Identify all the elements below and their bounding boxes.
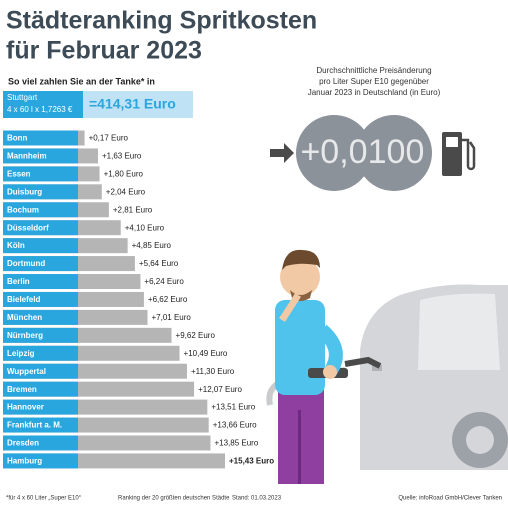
value-label: +11,30 Euro	[191, 367, 235, 376]
stuttgart-total-box	[83, 91, 193, 118]
value-label: +1,63 Euro	[102, 152, 142, 161]
city-label-box	[3, 256, 78, 272]
city-label-box	[3, 435, 78, 451]
city-label-box	[3, 148, 78, 164]
city-label: Köln	[7, 241, 25, 250]
city-label-box	[3, 130, 78, 146]
city-label: Hannover	[7, 403, 44, 412]
display-circle	[356, 115, 432, 191]
value-label: +5,64 Euro	[139, 259, 179, 268]
car-illustration	[360, 284, 508, 470]
value-label: +0,17 Euro	[89, 134, 129, 143]
value-label: +1,80 Euro	[104, 169, 144, 178]
display-digits: +0,0	[300, 133, 367, 171]
city-label: Essen	[7, 169, 31, 178]
value-label: +9,62 Euro	[176, 331, 216, 340]
city-label: Bielefeld	[7, 295, 40, 304]
city-label-box	[3, 184, 78, 200]
title: für Februar 2023	[6, 37, 202, 65]
city-label-box	[3, 166, 78, 182]
title: Städteranking Spritkosten	[6, 7, 317, 35]
value-label: +13,51 Euro	[211, 403, 255, 412]
value-label: +2,04 Euro	[106, 187, 146, 196]
city-label: Dortmund	[7, 259, 45, 268]
city-label-box	[3, 291, 78, 307]
city-label-box	[3, 363, 78, 379]
city-label: Nürnberg	[7, 331, 43, 340]
city-label: Dresden	[7, 439, 39, 448]
arrow	[270, 143, 294, 163]
footer-date: Stand: 01.03.2023	[232, 496, 282, 502]
value-label: +2,81 Euro	[113, 205, 153, 214]
city-label: Duisburg	[7, 187, 42, 196]
stuttgart-box	[3, 91, 83, 118]
city-label-box	[3, 399, 78, 415]
value-label: +6,24 Euro	[144, 277, 184, 286]
city-label: Bremen	[7, 385, 37, 394]
city-label: Bonn	[7, 134, 28, 143]
city-label: Bochum	[7, 205, 39, 214]
price-change-text: Durchschnittliche Preisänderung	[316, 66, 431, 75]
footer-ranking: Ranking der 20 größten deutschen Städte	[118, 496, 230, 502]
value-label: +6,62 Euro	[148, 295, 188, 304]
city-label: Düsseldorf	[7, 223, 49, 232]
display-circle	[296, 115, 372, 191]
fuel-pump-icon	[442, 132, 476, 176]
value-label: +15,43 Euro	[229, 457, 274, 466]
value-label: +10,49 Euro	[184, 349, 228, 358]
city-label: Frankfurt a. M.	[7, 421, 62, 430]
city-label-box	[3, 381, 78, 397]
value-label: +4,85 Euro	[132, 241, 172, 250]
city-label: München	[7, 313, 42, 322]
city-label-box	[3, 238, 78, 254]
price-change-text: Januar 2023 in Deutschland (in Euro)	[308, 88, 441, 97]
city-label: Berlin	[7, 277, 30, 286]
city-label: Hamburg	[7, 457, 42, 466]
city-label: Leipzig	[7, 349, 35, 358]
city-label-box	[3, 274, 78, 290]
footer-source: Quelle: infoRoad GmbH/Clever Tanken	[398, 496, 502, 502]
person-illustration	[266, 249, 382, 484]
value-label: +13,85 Euro	[214, 439, 258, 448]
display-digits: 100	[368, 133, 425, 171]
city-label-box	[3, 345, 78, 361]
city-label-box	[3, 417, 78, 433]
city-label-box	[3, 309, 78, 325]
value-label: +4,10 Euro	[125, 223, 165, 232]
city-label: Mannheim	[7, 152, 47, 161]
subtitle: So viel zahlen Sie an der Tanke* in	[8, 76, 155, 86]
city-label-box	[3, 327, 78, 343]
value-label: +7,01 Euro	[152, 313, 192, 322]
price-change-text: pro Liter Super E10 gegenüber	[319, 77, 429, 86]
city-label-box	[3, 202, 78, 218]
city-label: Wuppertal	[7, 367, 46, 376]
value-label: +12,07 Euro	[198, 385, 242, 394]
stuttgart-total: =414,31 Euro	[89, 96, 176, 112]
footer-note: *für 4 x 60 Liter „Super E10“	[6, 496, 81, 502]
stuttgart-formula: 4 x 60 l x 1,7263 €	[7, 105, 73, 114]
stuttgart-city: Stuttgart	[7, 93, 38, 102]
city-label-box	[3, 220, 78, 236]
city-label-box	[3, 453, 78, 469]
value-label: +13,66 Euro	[213, 421, 257, 430]
